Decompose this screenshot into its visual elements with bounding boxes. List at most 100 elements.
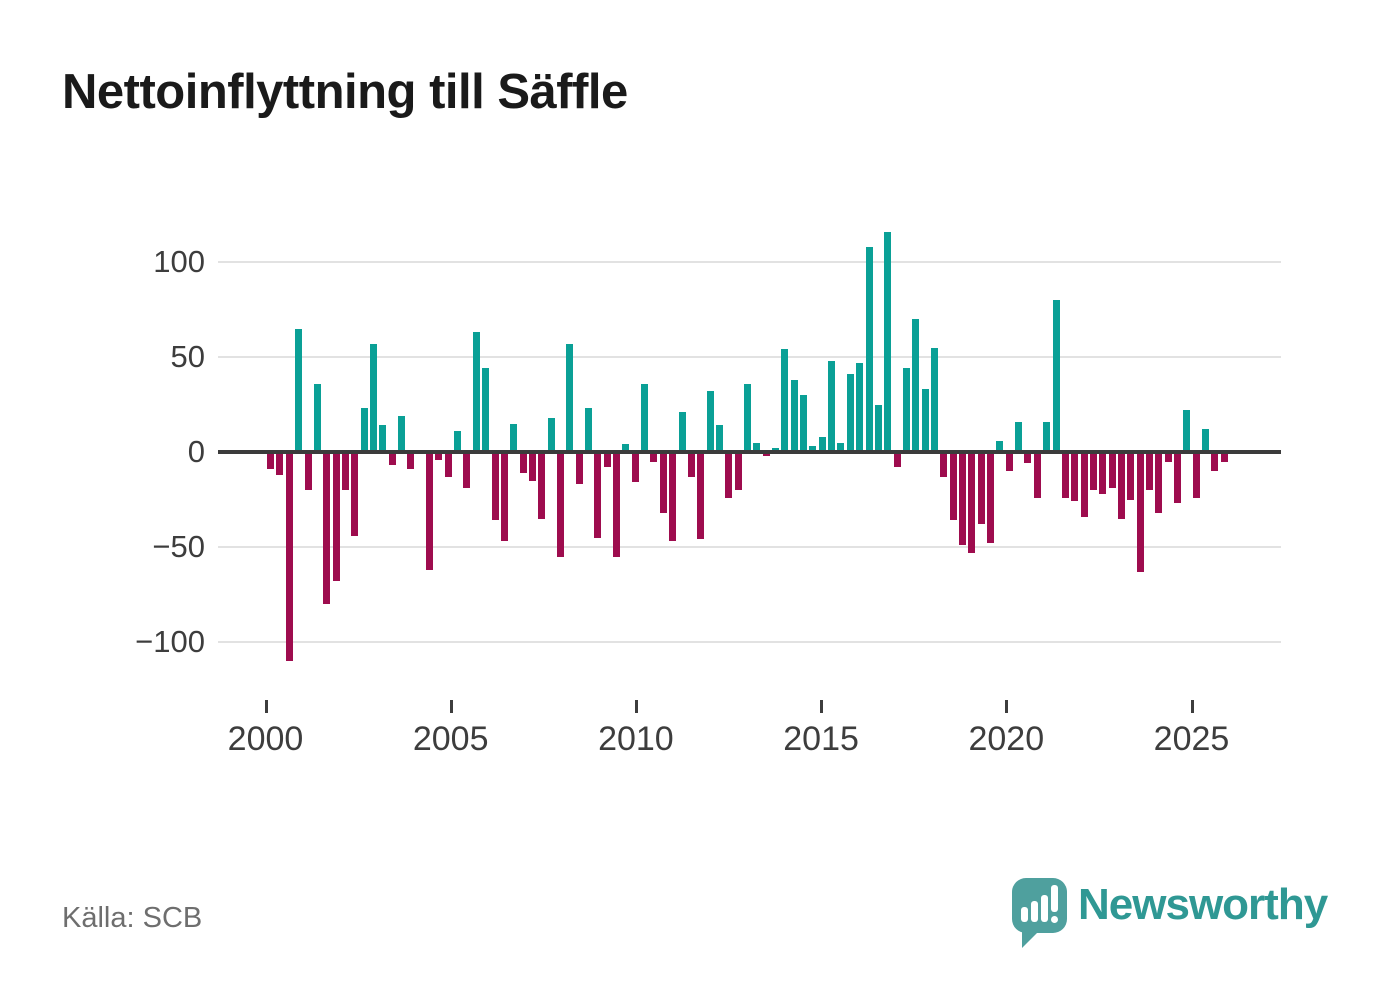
bar-2019-Q4: [1005, 452, 1013, 471]
bar-2000-Q4: [295, 328, 303, 452]
bar-2011-Q3: [697, 452, 705, 540]
x-tick-2015: [820, 700, 824, 713]
bar-2011-Q4: [706, 391, 714, 452]
bar-2011-Q2: [687, 452, 695, 477]
bar-2014-Q2: [800, 395, 808, 452]
bar-2017-Q1: [902, 368, 910, 452]
bar-2002-Q3: [360, 408, 368, 452]
bar-2015-Q4: [856, 362, 864, 452]
newsworthy-logo: Newsworthy: [1012, 878, 1332, 948]
bar-2024-Q4: [1192, 452, 1200, 498]
bar-2003-Q4: [407, 452, 415, 470]
bar-2008-Q3: [585, 408, 592, 452]
bar-2005-Q1: [454, 431, 462, 452]
bar-2016-Q3: [884, 231, 892, 452]
bar-2003-Q1: [379, 425, 387, 452]
bar-2010-Q3: [659, 452, 667, 513]
bar-2020-Q4: [1043, 421, 1051, 452]
bar-2022-Q3: [1108, 452, 1116, 489]
gridline-y-50: [218, 356, 1281, 358]
bar-2015-Q3: [846, 374, 854, 452]
x-tick-2020: [1005, 700, 1009, 713]
speech-bubble-tail: [1022, 931, 1039, 948]
bar-2008-Q1: [566, 343, 574, 452]
bar-2017-Q3: [921, 389, 929, 452]
bar-2021-Q4: [1080, 452, 1088, 517]
bar-2018-Q3: [959, 452, 966, 546]
gridline-y--100: [218, 641, 1281, 643]
bar-2022-Q4: [1117, 452, 1125, 519]
bar-2012-Q2: [725, 452, 733, 498]
chart-title: Nettoinflyttning till Säffle: [62, 65, 628, 119]
y-axis-label-0: 0: [187, 434, 205, 469]
bar-2022-Q2: [1099, 452, 1107, 494]
y-axis-label--50: −50: [152, 529, 205, 564]
bar-2017-Q2: [912, 319, 920, 452]
x-tick-2025: [1190, 700, 1194, 713]
bar-2002-Q4: [369, 343, 377, 452]
bar-2014-Q4: [818, 436, 826, 452]
bar-2018-Q4: [968, 452, 976, 553]
bar-2018-Q2: [949, 452, 957, 521]
bar-2020-Q3: [1033, 452, 1041, 498]
bar-2012-Q1: [715, 425, 723, 452]
bar-2000-Q1: [267, 452, 275, 470]
bar-2015-Q1: [828, 360, 836, 452]
bar-2016-Q4: [893, 452, 901, 468]
bar-2008-Q2: [575, 452, 583, 485]
bar-2004-Q3: [435, 452, 443, 460]
bar-2019-Q1: [977, 452, 985, 525]
bar-2024-Q3: [1183, 410, 1191, 452]
x-axis-label-2025: 2025: [1153, 720, 1230, 758]
bar-2003-Q2: [388, 452, 396, 466]
bar-2007-Q4: [556, 452, 564, 557]
bar-2001-Q4: [332, 452, 340, 582]
source-caption: Källa: SCB: [62, 902, 203, 934]
bar-2007-Q3: [547, 417, 555, 452]
bar-2007-Q2: [538, 452, 546, 519]
bar-2006-Q2: [500, 452, 508, 542]
bar-2025-Q3: [1220, 452, 1228, 462]
bar-2021-Q3: [1071, 452, 1079, 502]
gridline-y--50: [218, 546, 1281, 548]
bar-2007-Q1: [528, 452, 536, 481]
speech-bubble-bar-chart-icon: [1012, 878, 1067, 933]
bar-2014-Q1: [790, 379, 798, 452]
bar-2018-Q1: [940, 452, 948, 477]
bar-2000-Q3: [285, 452, 293, 661]
bar-2009-Q4: [631, 452, 639, 483]
bar-2024-Q2: [1174, 452, 1182, 504]
bar-2014-Q3: [809, 446, 817, 452]
x-tick-2000: [264, 700, 268, 713]
bar-2000-Q2: [276, 452, 284, 475]
bar-2023-Q1: [1127, 452, 1135, 500]
bar-2010-Q2: [650, 452, 658, 462]
bar-2010-Q4: [669, 452, 677, 542]
bar-2016-Q2: [874, 404, 882, 452]
bar-2020-Q1: [1015, 421, 1023, 452]
bar-2005-Q4: [482, 368, 490, 452]
bar-2009-Q2: [613, 452, 621, 557]
bar-2024-Q1: [1164, 452, 1172, 462]
brand-name: Newsworthy: [1078, 880, 1328, 929]
x-axis-label-2005: 2005: [412, 720, 489, 758]
plot-area: [218, 230, 1281, 690]
bar-2006-Q4: [519, 452, 527, 473]
bar-2013-Q1: [753, 442, 761, 452]
x-axis-label-2015: 2015: [783, 720, 859, 758]
bar-2012-Q4: [743, 383, 751, 452]
bar-2025-Q1: [1202, 429, 1210, 452]
bar-2025-Q2: [1211, 452, 1219, 471]
x-axis-label-2000: 2000: [227, 720, 304, 758]
y-axis-label--100: −100: [135, 624, 205, 659]
bar-2004-Q4: [444, 452, 452, 477]
bar-2006-Q3: [510, 423, 518, 452]
bar-2008-Q4: [594, 452, 602, 538]
bar-2009-Q3: [622, 444, 630, 452]
bar-2002-Q2: [351, 452, 359, 536]
bar-2012-Q3: [734, 452, 742, 490]
bar-2001-Q3: [323, 452, 331, 604]
x-axis-label-2010: 2010: [598, 720, 674, 758]
bar-2010-Q1: [641, 383, 649, 452]
